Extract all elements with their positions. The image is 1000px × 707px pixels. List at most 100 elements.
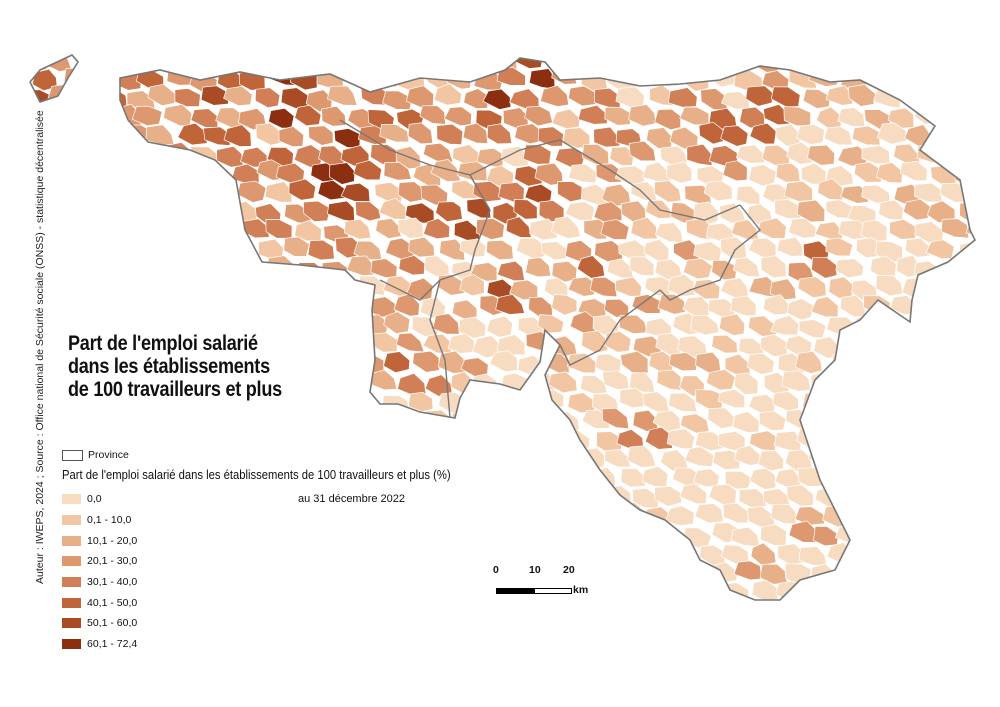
municipality-area [851, 467, 878, 487]
municipality-area [30, 55, 47, 70]
municipality-area [371, 524, 402, 545]
municipality-area [463, 88, 489, 109]
municipality-area [863, 336, 891, 359]
municipality-area [573, 523, 604, 545]
municipality-area [835, 410, 863, 430]
municipality-area [940, 298, 968, 319]
municipality-area [146, 202, 175, 223]
municipality-area [968, 106, 975, 127]
municipality-area [203, 502, 234, 524]
municipality-area [524, 183, 553, 204]
municipality-area [720, 125, 749, 147]
municipality-area [449, 449, 476, 473]
municipality-area [327, 200, 355, 223]
municipality-area [633, 601, 661, 622]
municipality-area [994, 218, 1000, 239]
municipality-area [346, 255, 375, 276]
municipality-area [327, 581, 358, 600]
municipality-area [852, 394, 880, 416]
municipality-area [930, 579, 960, 600]
municipality-area [794, 506, 825, 526]
municipality-area [400, 447, 429, 470]
municipality-area [186, 488, 217, 510]
municipality-area [326, 85, 358, 106]
legend-label: 40,1 - 50,0 [87, 596, 138, 609]
municipality-area [926, 431, 955, 453]
municipality-area [707, 407, 735, 429]
municipality-area [60, 410, 89, 432]
municipality-area [579, 375, 608, 395]
municipality-area [459, 238, 487, 258]
municipality-area [954, 166, 975, 187]
municipality-area [439, 583, 468, 600]
municipality-area [461, 392, 490, 415]
municipality-area [693, 55, 722, 73]
municipality-area [408, 582, 437, 600]
municipality-area [667, 87, 698, 108]
municipality-area [853, 314, 883, 336]
municipality-area [372, 601, 401, 623]
municipality-area [760, 255, 787, 279]
municipality-area [462, 122, 489, 144]
municipality-area [435, 201, 463, 222]
municipality-area [762, 294, 789, 316]
municipality-area [321, 337, 351, 357]
municipality-area [137, 295, 165, 315]
legend-item: 0,0 [62, 489, 137, 510]
municipality-area [321, 105, 347, 127]
municipality-area [593, 126, 621, 148]
municipality-area [552, 487, 583, 509]
municipality-area [862, 449, 892, 472]
municipality-area [679, 413, 710, 434]
municipality-area [682, 258, 713, 280]
municipality-area [679, 483, 708, 504]
municipality-area [330, 55, 359, 69]
municipality-area [589, 276, 618, 298]
municipality-area [203, 126, 231, 146]
municipality-area [44, 279, 73, 301]
municipality-area [340, 182, 371, 202]
municipality-area [136, 487, 166, 509]
municipality-area [848, 84, 877, 107]
municipality-area [939, 489, 965, 509]
municipality-area [964, 143, 975, 165]
municipality-area [692, 279, 721, 300]
municipality-area [889, 601, 918, 621]
municipality-area [566, 352, 597, 374]
municipality-area [96, 277, 126, 298]
scale-unit: km [573, 584, 589, 596]
municipality-area [318, 565, 349, 585]
municipality-area [651, 523, 683, 545]
municipality-area [797, 276, 827, 299]
municipality-area [917, 599, 946, 600]
municipality-area [606, 258, 634, 279]
municipality-area [146, 240, 173, 264]
municipality-area [190, 146, 219, 168]
municipality-area [934, 122, 962, 144]
legend-label: 10,1 - 20,0 [87, 534, 138, 547]
municipality-area [631, 294, 661, 314]
municipality-area [398, 255, 426, 276]
municipality-area [237, 487, 265, 509]
municipality-area [856, 55, 883, 68]
municipality-area [239, 445, 267, 467]
legend-label: 20,1 - 30,0 [87, 555, 138, 568]
municipality-area [930, 55, 960, 74]
municipality-area [293, 446, 320, 468]
municipality-area [732, 602, 760, 621]
municipality-area [515, 237, 546, 260]
municipality-area [163, 412, 190, 434]
municipality-area [502, 446, 531, 469]
municipality-area [265, 219, 293, 239]
municipality-area [749, 430, 778, 451]
municipality-area [192, 562, 220, 584]
municipality-area [177, 122, 208, 146]
municipality-area [160, 560, 188, 581]
municipality-area [603, 485, 632, 507]
municipality-area [528, 296, 553, 318]
municipality-area [264, 181, 293, 203]
legend-swatch [62, 639, 81, 650]
municipality-area [331, 277, 361, 301]
legend-swatch [62, 515, 81, 526]
municipality-area [810, 598, 838, 600]
